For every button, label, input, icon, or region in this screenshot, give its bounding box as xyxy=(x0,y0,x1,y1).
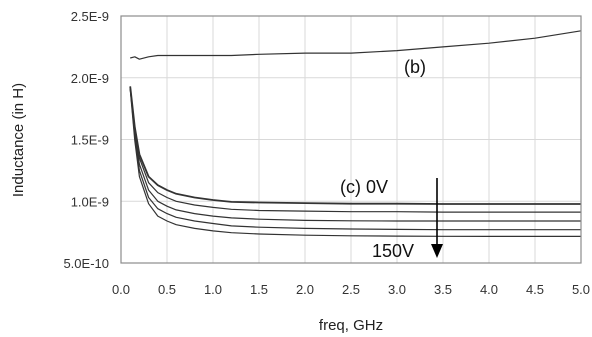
x-tick-label: 0.0 xyxy=(112,282,130,297)
x-tick-label: 0.5 xyxy=(158,282,176,297)
grid xyxy=(121,16,581,263)
x-tick-label: 2.0 xyxy=(296,282,314,297)
y-tick-label: 5.0E-10 xyxy=(63,256,109,271)
x-tick-label: 3.0 xyxy=(388,282,406,297)
annotation-b: (b) xyxy=(404,57,426,77)
x-axis-label: freq, GHz xyxy=(319,317,383,334)
y-tick-label: 1.5E-9 xyxy=(71,133,109,148)
series-line-4 xyxy=(129,87,581,231)
series-line-2 xyxy=(129,86,581,213)
y-tick-label: 1.0E-9 xyxy=(71,194,109,209)
x-tick-label: 3.5 xyxy=(434,282,452,297)
y-axis-label: Inductance (in H) xyxy=(10,83,27,197)
annotation-c-0v: (c) 0V xyxy=(340,177,388,197)
down-arrow xyxy=(431,178,443,258)
plot-frame xyxy=(120,15,582,264)
annotation-150v: 150V xyxy=(372,241,414,261)
x-tick-label: 4.5 xyxy=(526,282,544,297)
series-line-1 xyxy=(129,86,581,205)
series-line-0 xyxy=(130,30,582,60)
x-tick-label: 5.0 xyxy=(572,282,590,297)
series-line-3 xyxy=(129,87,581,222)
x-tick-label: 1.5 xyxy=(250,282,268,297)
y-tick-label: 2.5E-9 xyxy=(71,9,109,24)
y-axis-ticks: 5.0E-10 1.0E-9 1.5E-9 2.0E-9 2.5E-9 xyxy=(63,9,109,271)
x-tick-label: 2.5 xyxy=(342,282,360,297)
series-layer xyxy=(129,30,582,237)
x-tick-label: 1.0 xyxy=(204,282,222,297)
series-line-5 xyxy=(129,88,581,237)
y-tick-label: 2.0E-9 xyxy=(71,71,109,86)
x-axis-ticks: 0.0 0.5 1.0 1.5 2.0 2.5 3.0 3.5 4.0 4.5 5.0 xyxy=(112,282,590,297)
x-tick-label: 4.0 xyxy=(480,282,498,297)
